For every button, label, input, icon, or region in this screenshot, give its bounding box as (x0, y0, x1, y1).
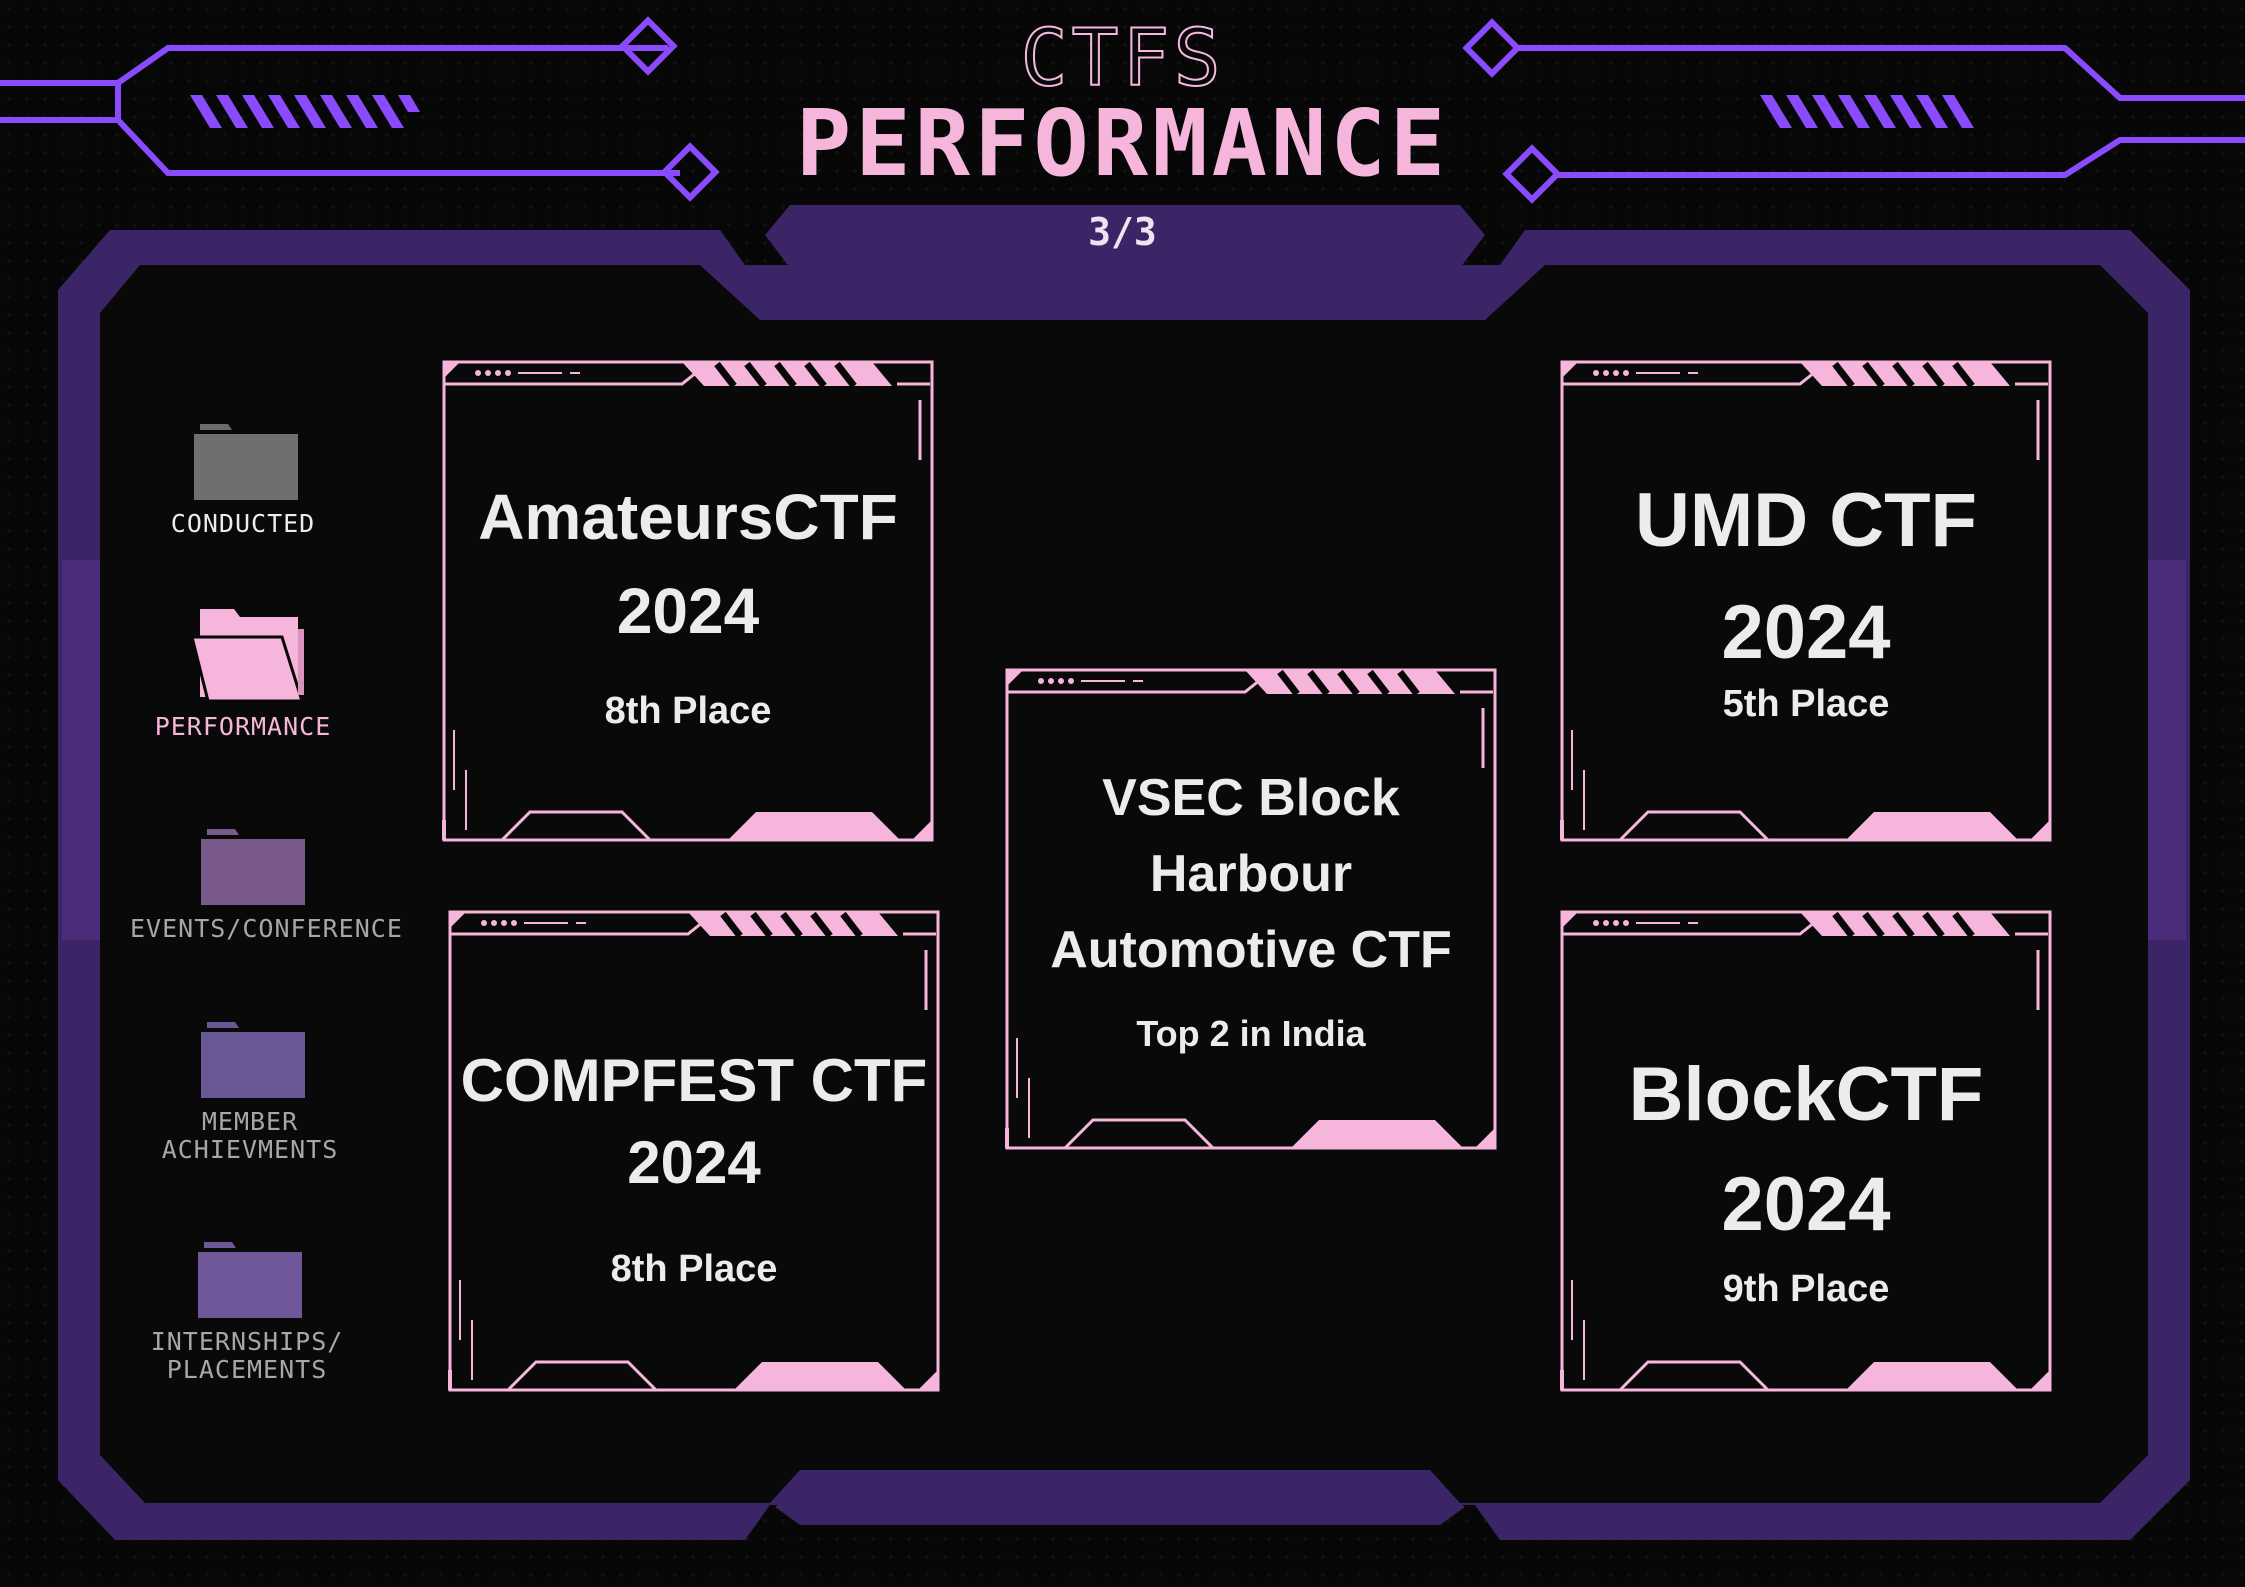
sidebar-item-member-achievements[interactable]: MEMBER ACHIEVMENTS (130, 1018, 370, 1164)
ctf-name: BlockCTF 2024 (1628, 1052, 1984, 1247)
sidebar-item-label: INTERNSHIPS/ PLACEMENTS (150, 1327, 344, 1384)
open-folder-icon (190, 609, 305, 703)
ctf-card-compfest: COMPFEST CTF 2024 8th Place (448, 910, 940, 1392)
ctf-card-vsec: VSEC Block Harbour Automotive CTF Top 2 … (1005, 668, 1497, 1150)
ctf-result: 8th Place (610, 1248, 778, 1290)
ctf-card-blockctf: BlockCTF 2024 9th Place (1560, 910, 2052, 1392)
card-frame (1560, 360, 2052, 842)
sidebar-item-label: MEMBER ACHIEVMENTS (161, 1107, 339, 1164)
sidebar-item-label: PERFORMANCE (154, 712, 332, 741)
ctf-name: COMPFEST CTF 2024 (460, 1047, 928, 1196)
card-frame (442, 360, 934, 842)
page-title: PERFORMANCE (795, 90, 1450, 197)
folder-icon (198, 1242, 302, 1318)
sidebar-item-events[interactable]: EVENTS/CONFERENCE (130, 825, 403, 943)
header-subtitle: CTFS (1020, 14, 1225, 104)
sidebar-item-label: CONDUCTED (170, 509, 316, 538)
sidebar-item-label: EVENTS/CONFERENCE (130, 914, 403, 943)
ctf-card-amateursctf: AmateursCTF 2024 8th Place (442, 360, 934, 842)
card-frame (1560, 910, 2052, 1392)
ctf-card-umd: UMD CTF 2024 5th Place (1560, 360, 2052, 842)
card-frame (1005, 668, 1497, 1150)
card-frame (448, 910, 940, 1392)
sidebar-item-performance[interactable]: PERFORMANCE (123, 605, 363, 741)
folder-icon (194, 424, 298, 500)
ctf-result: 8th Place (604, 690, 772, 732)
ctf-name: UMD CTF 2024 (1635, 478, 1977, 675)
folder-icon (201, 829, 305, 905)
ctf-result: 5th Place (1722, 683, 1890, 725)
ctf-result: 9th Place (1722, 1268, 1890, 1310)
ctf-result: Top 2 in India (1136, 1013, 1366, 1054)
ctf-name: VSEC Block Harbour Automotive CTF (1050, 769, 1452, 979)
sidebar-item-conducted[interactable]: CONDUCTED (123, 420, 363, 538)
folder-icon (201, 1022, 305, 1098)
page-indicator: 3/3 (1088, 210, 1157, 254)
ctf-name: AmateursCTF 2024 (478, 481, 898, 647)
sidebar-item-internships[interactable]: INTERNSHIPS/ PLACEMENTS (127, 1238, 367, 1384)
